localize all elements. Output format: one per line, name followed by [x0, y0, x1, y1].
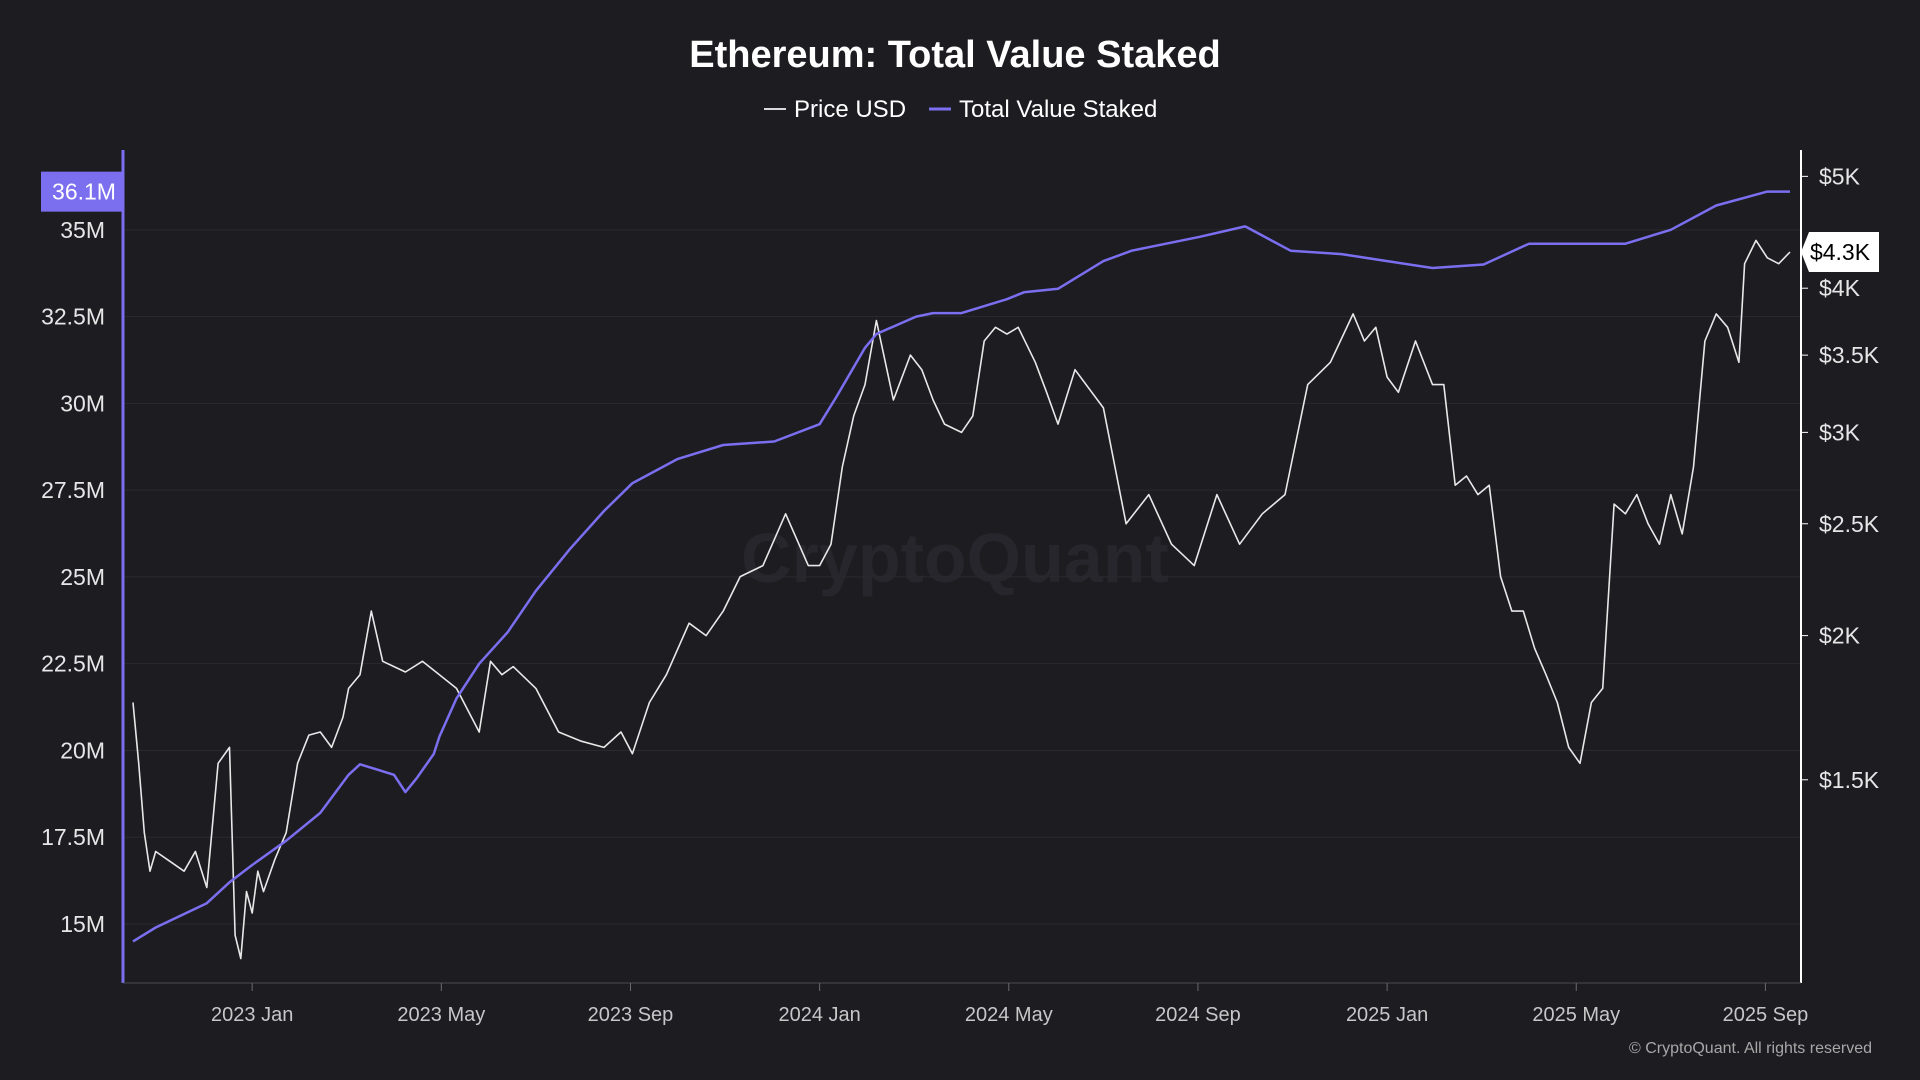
right-current-badge-bg [1801, 231, 1879, 272]
x-tick-label: 2025 Jan [1346, 1004, 1428, 1026]
watermark: CryptoQuant [741, 519, 1169, 597]
series-line-total-value-staked [132, 190, 1790, 943]
right-tick-label: $2.5K [1819, 511, 1880, 537]
legend-label-staked[interactable]: Total Value Staked [959, 96, 1157, 123]
x-tick-label: 2023 Jan [211, 1004, 293, 1026]
left-current-badge: 36.1M [41, 171, 123, 212]
left-tick-label: 17.5M [41, 824, 105, 850]
left-tick-label: 22.5M [41, 651, 105, 677]
right-tick-label: $2K [1819, 623, 1861, 649]
x-tick-label: 2023 Sep [588, 1004, 674, 1026]
legend: Price USD Total Value Staked [764, 96, 1157, 123]
x-axis-ticks: 2023 Jan 2023 May 2023 Sep 2024 Jan 2024 May… [211, 983, 1808, 1026]
left-tick-label: 25M [60, 564, 105, 590]
left-tick-label: 27.5M [41, 477, 105, 503]
left-tick-label: 15M [60, 911, 105, 937]
left-current-badge-bg [41, 171, 123, 212]
x-tick-label: 2025 May [1532, 1004, 1620, 1026]
copyright-credit: © CryptoQuant. All rights reserved [1629, 1040, 1872, 1057]
chart-title: Ethereum: Total Value Staked [689, 34, 1220, 76]
x-tick-label: 2025 Sep [1723, 1004, 1809, 1026]
series-line-price-usd [132, 239, 1791, 960]
left-tick-label: 30M [60, 390, 105, 416]
left-current-badge-label: 36.1M [52, 179, 116, 205]
gridlines [123, 229, 1801, 925]
right-tick-label: $3K [1819, 419, 1861, 445]
right-tick-label: $3.5K [1819, 342, 1880, 368]
left-tick-label: 20M [60, 737, 105, 763]
right-tick-label: $4K [1819, 275, 1861, 301]
left-tick-label: 35M [60, 217, 105, 243]
x-tick-label: 2024 Jan [778, 1004, 860, 1026]
x-tick-label: 2024 Sep [1155, 1004, 1241, 1026]
right-axis-ticks: $1.5K $2K $2.5K $3K $3.5K $4K $5K [1801, 163, 1880, 793]
x-tick-label: 2024 May [965, 1004, 1053, 1026]
legend-label-price[interactable]: Price USD [794, 96, 906, 123]
right-current-badge: $4.3K [1801, 231, 1879, 272]
right-current-badge-label: $4.3K [1810, 239, 1871, 265]
left-axis-ticks: 15M 17.5M 20M 22.5M 25M 27.5M 30M 32.5M 35M [41, 217, 105, 937]
right-tick-label: $5K [1819, 163, 1861, 189]
left-tick-label: 32.5M [41, 304, 105, 330]
right-tick-label: $1.5K [1819, 767, 1880, 793]
x-tick-label: 2023 May [397, 1004, 485, 1026]
